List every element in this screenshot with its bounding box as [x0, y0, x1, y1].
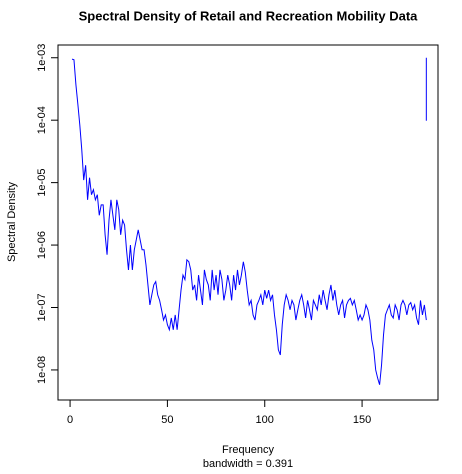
x-axis-label: Frequency — [222, 444, 274, 456]
x-tick-label: 100 — [256, 414, 274, 426]
x-tick-label: 150 — [353, 414, 371, 426]
x-tick-label: 50 — [161, 414, 173, 426]
y-tick-label: 1e-05 — [36, 169, 48, 197]
subtitle: bandwidth = 0.391 — [203, 458, 293, 470]
y-tick-label: 1e-08 — [36, 356, 48, 384]
y-axis-label: Spectral Density — [6, 181, 18, 262]
chart-title: Spectral Density of Retail and Recreatio… — [79, 8, 419, 23]
spectrum-line — [71, 58, 427, 385]
y-tick-label: 1e-03 — [36, 44, 48, 72]
x-tick-label: 0 — [67, 414, 73, 426]
y-tick-label: 1e-07 — [36, 293, 48, 321]
y-tick-label: 1e-04 — [36, 106, 48, 134]
plot-frame — [57, 44, 439, 401]
y-tick-label: 1e-06 — [36, 231, 48, 259]
